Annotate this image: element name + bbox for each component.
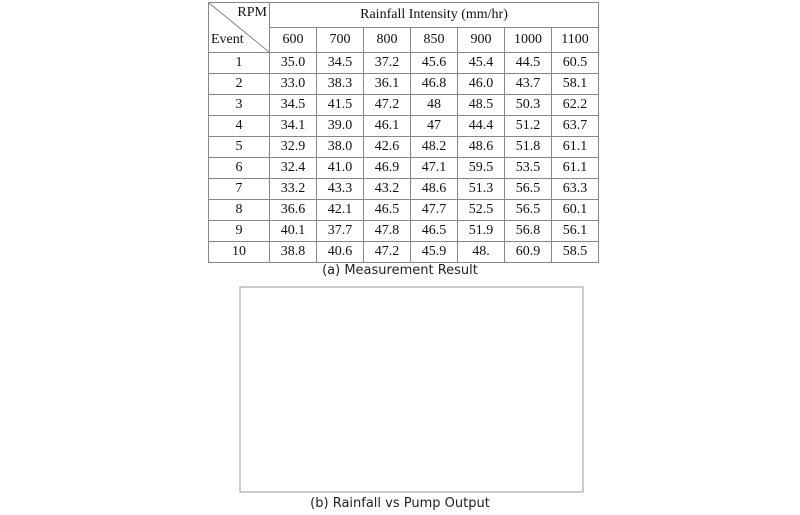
table-cell: 60.1 [551,199,599,221]
table-cell: 61.1 [551,157,599,179]
table-cell: 50.3 [504,94,552,116]
table-cell: 56.1 [551,220,599,242]
table-row: 3 34.5 41.5 47.2 48 48.5 50.3 62.2 [208,94,599,116]
corner-label: RPM [237,5,267,20]
chart-frame [239,286,584,493]
table-row: 2 33.0 38.3 36.1 46.8 46.0 43.7 58.1 [208,73,599,95]
table-cell: 10 [208,241,270,263]
table-cell: 40.6 [316,241,364,263]
caption: (a) Measurement Result [322,263,478,278]
table-cell: 600 [269,27,317,53]
table-cell: 1000 [504,27,552,53]
table-cell: 1100 [551,27,599,53]
table-cell: 47.8 [363,220,411,242]
table-cell: 48.2 [410,136,458,158]
table-cell: 43.2 [363,178,411,200]
table-cell: 37.7 [316,220,364,242]
table-row: 9 40.1 37.7 47.8 46.5 51.9 56.8 56.1 [208,220,599,242]
table-cell: 800 [363,27,411,53]
table-cell: 41.0 [316,157,364,179]
table-cell: 45.9 [410,241,458,263]
table-cell: 45.4 [457,52,505,74]
table-row: 3035404550556065706007008008509001000110… [208,2,599,53]
table-cell: 47.1 [410,157,458,179]
table-cell: 3035404550556065706007008008509001000110… [208,2,270,53]
table-cell: 47.7 [410,199,458,221]
table-cell: 52.5 [457,199,505,221]
table-row: 600 700 800 850 900 1000 1100 [209,27,599,53]
table-cell: 53.5 [504,157,552,179]
corner-label: Event [211,32,244,47]
table-cell: 60.9 [504,241,552,263]
table-row: 6 32.4 41.0 46.9 47.1 59.5 53.5 61.1 [208,157,599,179]
table-cell: 58.5 [551,241,599,263]
table-cell: 47 [410,115,458,137]
caption: (b) Rainfall vs Pump Output [310,496,490,511]
diagonal: 3035404550556065706007008008509001000110… [209,3,269,52]
table-cell: Rainfall Intensity (mm/hr) [269,2,599,28]
table-cell: 33.0 [269,73,317,95]
table-cell: 59.5 [457,157,505,179]
table-cell: 61.1 [551,136,599,158]
table-cell: 56.5 [504,178,552,200]
table-cell: 38.8 [269,241,317,263]
table-row: 10 38.8 40.6 47.2 45.9 48. 60.9 58.5 [208,241,599,263]
result-table: 3035404550556065706007008008509001000110… [208,2,599,263]
table-cell: 42.1 [316,199,364,221]
table-cell: 46.0 [457,73,505,95]
